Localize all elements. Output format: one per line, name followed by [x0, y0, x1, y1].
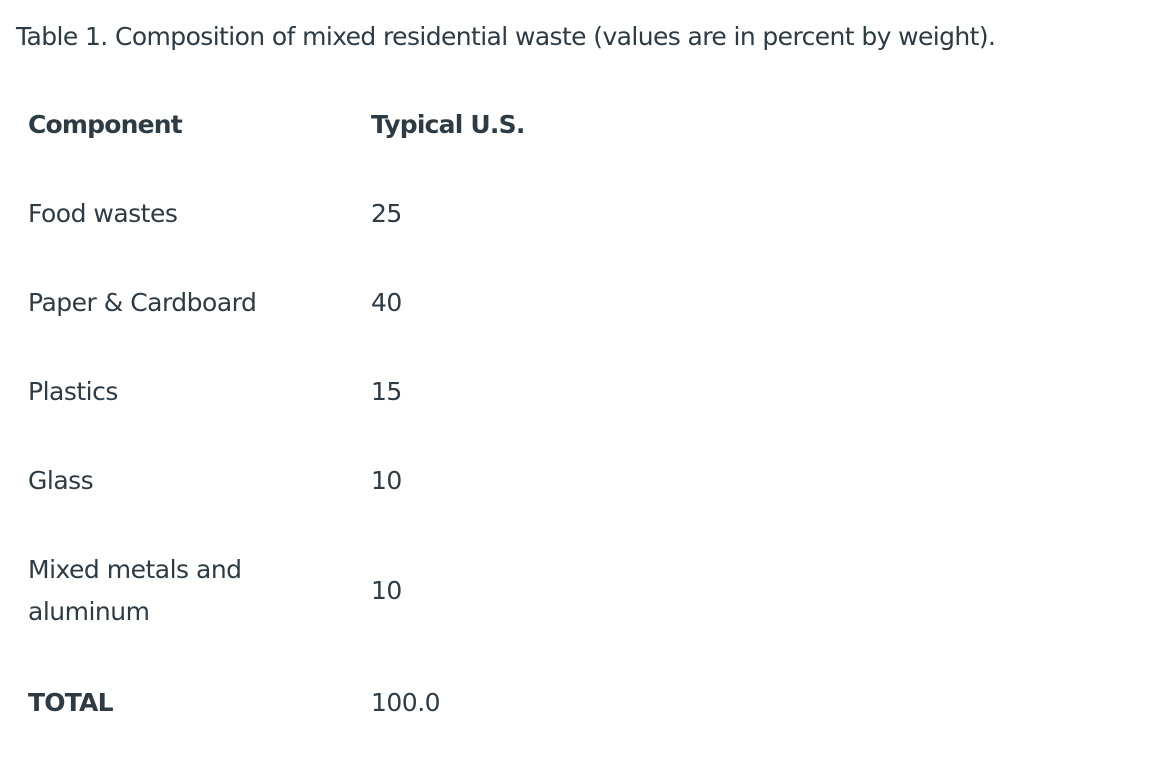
table-row: Glass 10	[14, 436, 685, 525]
value-cell: 25	[371, 199, 402, 228]
value-cell: 40	[371, 288, 402, 317]
waste-composition-table: Component Typical U.S. Food wastes 25 Pa…	[14, 79, 685, 747]
value-cell: 10	[371, 576, 402, 605]
table-row: Paper & Cardboard 40	[14, 258, 685, 347]
total-value: 100.0	[371, 687, 441, 717]
column-header-component: Component	[28, 109, 183, 139]
table-row: Mixed metals and aluminum 10	[14, 525, 685, 657]
table-caption: Table 1. Composition of mixed residentia…	[16, 22, 996, 51]
component-cell: Plastics	[28, 377, 118, 406]
table-row: Food wastes 25	[14, 169, 685, 258]
table-header-row: Component Typical U.S.	[14, 79, 685, 169]
value-cell: 10	[371, 466, 402, 495]
component-cell: Glass	[28, 466, 94, 495]
component-cell: Paper & Cardboard	[28, 288, 257, 317]
total-row: TOTAL 100.0	[14, 657, 685, 747]
total-label: TOTAL	[28, 687, 114, 717]
component-cell: Mixed metals and aluminum	[28, 555, 242, 626]
column-header-typical-us: Typical U.S.	[371, 109, 525, 139]
table-row: Plastics 15	[14, 347, 685, 436]
value-cell: 15	[371, 377, 402, 406]
component-cell: Food wastes	[28, 199, 178, 228]
